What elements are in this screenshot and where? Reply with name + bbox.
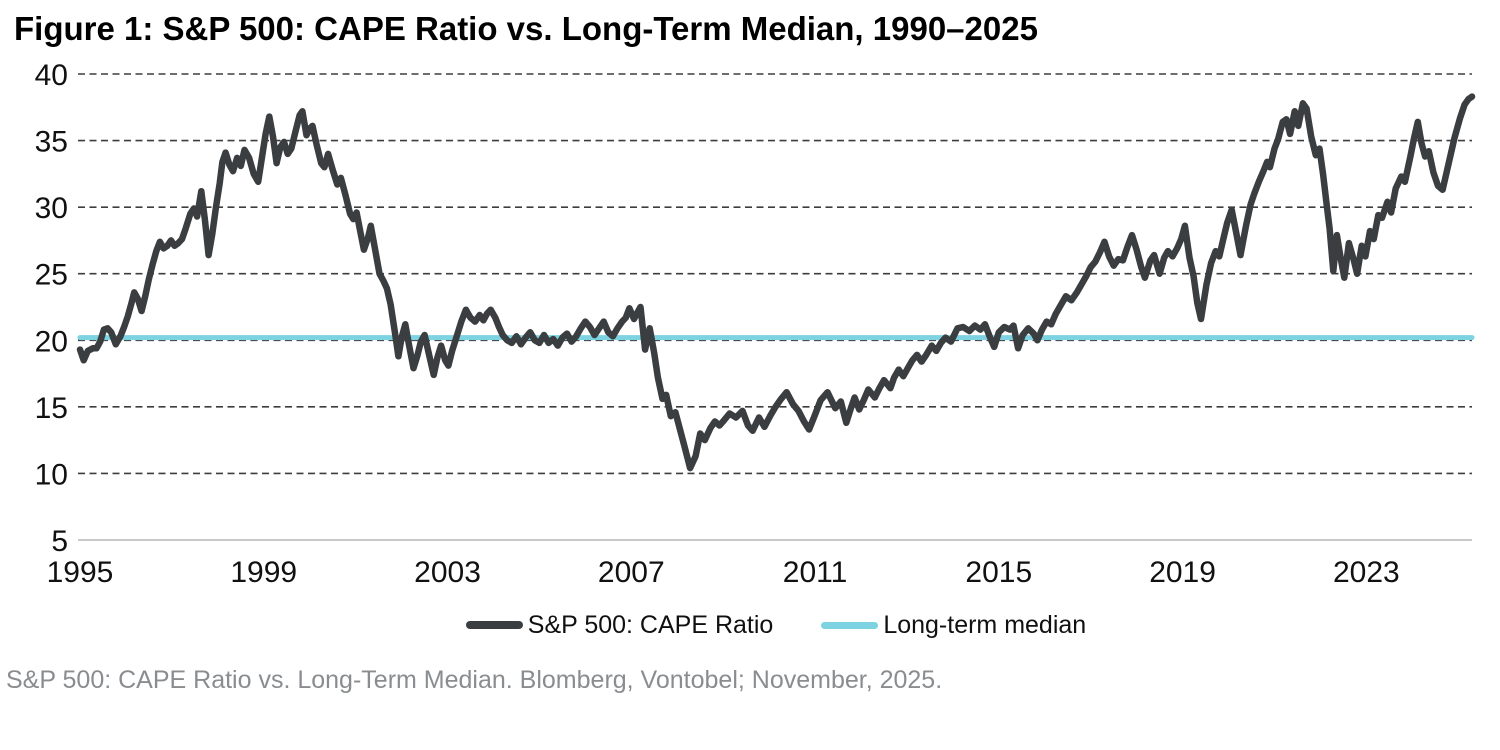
chart-legend: S&P 500: CAPE Ratio Long-term median xyxy=(80,604,1472,646)
x-axis-tick-label: 2003 xyxy=(414,556,481,589)
x-axis-tick-label: 2023 xyxy=(1333,556,1400,589)
y-axis-tick-label: 20 xyxy=(35,325,68,358)
y-axis-tick-label: 25 xyxy=(35,259,68,292)
legend-label-cape-ratio: S&P 500: CAPE Ratio xyxy=(527,610,774,639)
y-axis-tick-label: 30 xyxy=(35,192,68,225)
legend-item-long-term-median: Long-term median xyxy=(821,611,1086,640)
y-axis-tick-label: 5 xyxy=(51,525,68,558)
x-axis-tick-label: 2007 xyxy=(598,556,665,589)
median-line-swatch-icon xyxy=(821,621,879,629)
y-axis-tick-label: 40 xyxy=(35,59,68,92)
figure-title: Figure 1: S&P 500: CAPE Ratio vs. Long-T… xyxy=(14,10,1038,47)
x-axis-tick-label: 1995 xyxy=(47,556,114,589)
cape-ratio-line xyxy=(76,93,1476,472)
y-axis-tick-label: 35 xyxy=(35,126,68,159)
x-axis-tick-label: 2015 xyxy=(965,556,1032,589)
x-axis-tick-label: 1999 xyxy=(230,556,297,589)
y-axis-tick-label: 10 xyxy=(35,458,68,491)
x-axis-tick-label: 2011 xyxy=(783,556,848,589)
y-axis-tick-label: 15 xyxy=(35,392,68,425)
cape-line-swatch-icon xyxy=(465,621,523,629)
legend-item-cape-ratio: S&P 500: CAPE Ratio xyxy=(465,610,774,640)
legend-label-long-term-median: Long-term median xyxy=(883,610,1087,639)
x-axis-tick-label: 2019 xyxy=(1149,556,1216,589)
source-note: S&P 500: CAPE Ratio vs. Long-Term Median… xyxy=(6,666,943,694)
